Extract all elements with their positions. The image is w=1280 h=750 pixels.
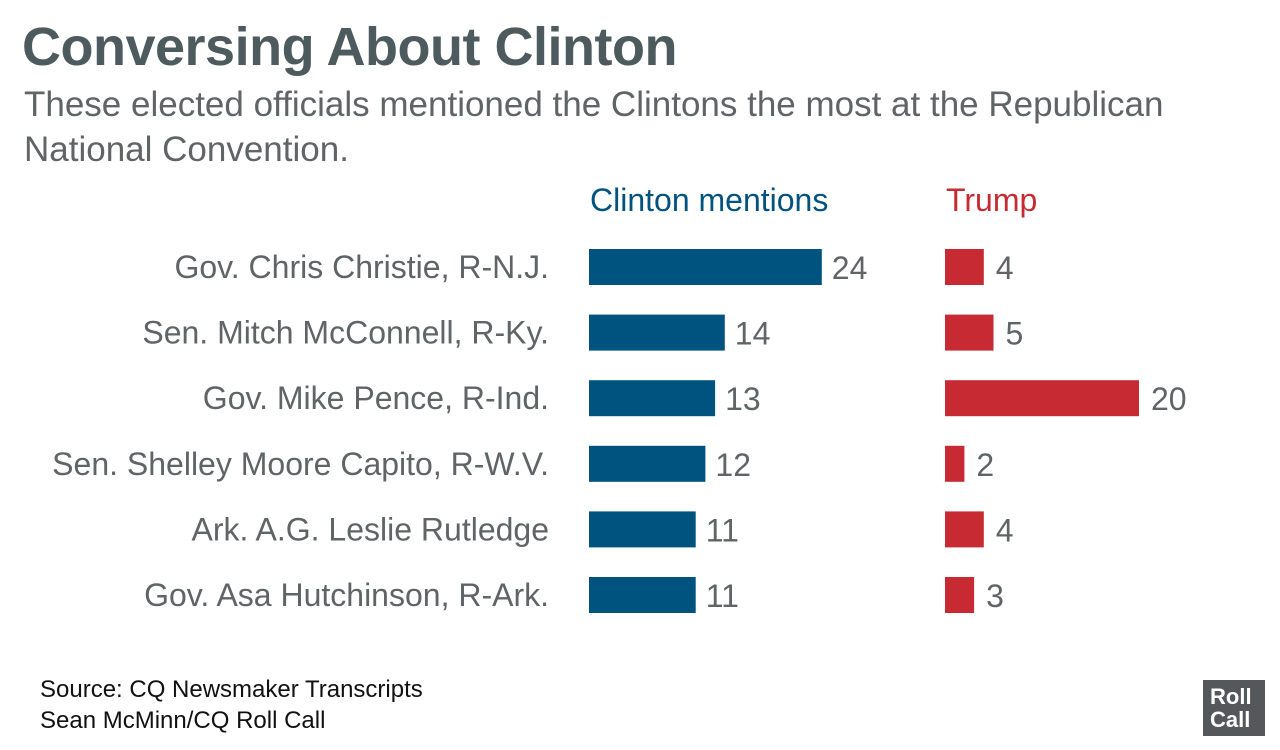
clinton-bar <box>589 577 696 613</box>
row-label: Gov. Chris Christie, R-N.J. <box>174 249 549 285</box>
trump-bar <box>945 511 984 548</box>
source-line: Source: CQ Newsmaker Transcripts <box>40 676 423 703</box>
roll-call-logo: Roll Call <box>1203 680 1265 736</box>
trump-bar <box>945 577 975 613</box>
row-label: Sen. Shelley Moore Capito, R-W.V. <box>52 446 549 482</box>
clinton-value-label: 11 <box>706 512 739 548</box>
clinton-bar <box>589 380 716 417</box>
trump-series-header: Trump <box>946 182 1038 218</box>
trump-bar <box>945 445 965 482</box>
row-label: Ark. A.G. Leslie Rutledge <box>191 511 549 547</box>
clinton-value-label: 24 <box>832 250 868 286</box>
clinton-value-label: 13 <box>725 381 761 417</box>
clinton-value-label: 12 <box>715 447 751 483</box>
clinton-bar <box>589 314 725 351</box>
logo-line-1: Roll <box>1210 684 1252 709</box>
trump-value-label: 20 <box>1151 381 1187 417</box>
clinton-bar <box>589 511 696 548</box>
trump-value-label: 4 <box>996 512 1014 548</box>
clinton-bar <box>589 249 822 285</box>
trump-value-label: 5 <box>1006 316 1024 352</box>
clinton-bar <box>589 445 706 482</box>
trump-bar <box>945 314 994 351</box>
clinton-series-header: Clinton mentions <box>590 182 829 218</box>
row-label: Sen. Mitch McConnell, R-Ky. <box>142 315 549 351</box>
trump-value-label: 4 <box>996 250 1014 286</box>
row-label: Gov. Mike Pence, R-Ind. <box>203 380 549 416</box>
logo-line-2: Call <box>1210 707 1251 732</box>
trump-bar <box>945 249 984 285</box>
clinton-value-label: 11 <box>706 578 739 614</box>
trump-value-label: 2 <box>976 447 994 483</box>
trump-value-label: 3 <box>986 578 1004 614</box>
row-label: Gov. Asa Hutchinson, R-Ark. <box>144 577 549 613</box>
credit-line: Sean McMinn/CQ Roll Call <box>40 707 326 734</box>
source-note: Source: CQ Newsmaker Transcripts Sean Mc… <box>40 674 423 736</box>
chart-subtitle: These elected officials mentioned the Cl… <box>24 85 1164 169</box>
chart-title: Conversing About Clinton <box>22 17 677 77</box>
clinton-value-label: 14 <box>735 316 771 352</box>
trump-bar <box>945 380 1139 417</box>
